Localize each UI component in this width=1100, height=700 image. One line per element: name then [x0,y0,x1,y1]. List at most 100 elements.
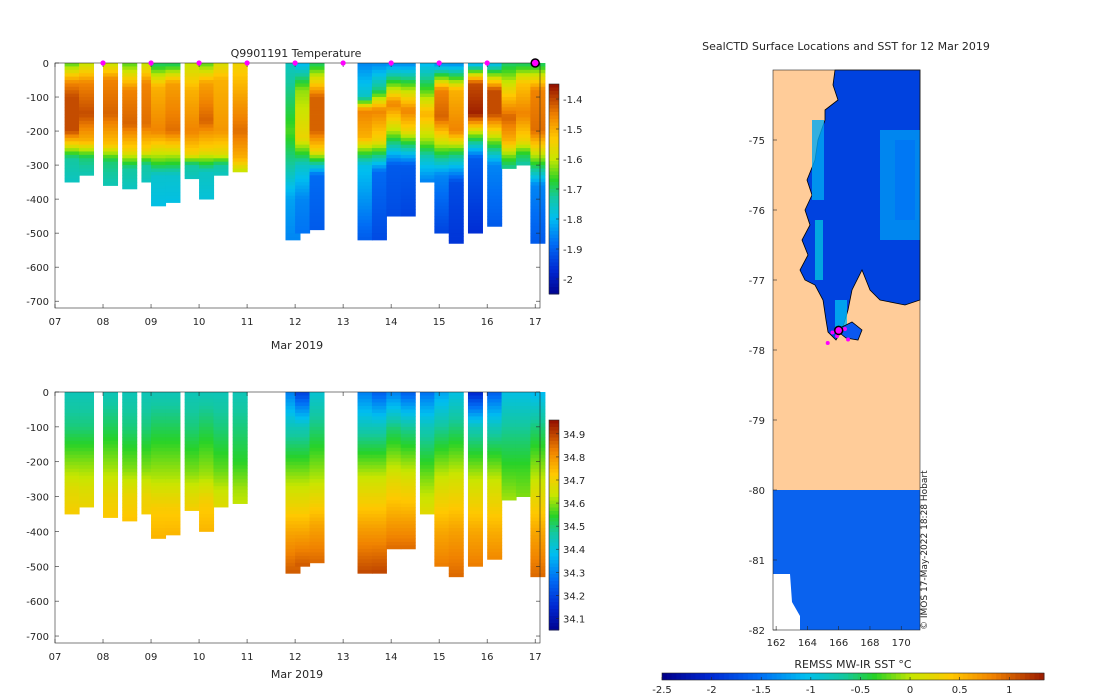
data-cell [434,192,450,197]
colorbar-segment [549,206,559,211]
data-cell [400,151,416,156]
colorbar-segment [666,673,673,680]
colorbar-segment [695,673,701,680]
colorbar-segment [549,98,559,102]
data-cell [103,392,119,396]
data-cell [309,192,325,197]
data-cell [184,451,200,456]
data-cell [309,107,325,112]
data-cell [79,110,95,115]
data-cell [141,409,157,414]
data-cell [386,103,402,108]
data-cell [434,520,450,525]
data-cell [213,493,229,497]
data-cell [199,171,215,176]
data-cell [487,117,503,122]
data-cell [295,552,311,557]
data-cell [400,395,416,400]
data-cell [357,219,373,224]
data-cell [530,86,546,91]
data-cell [103,93,119,98]
data-cell [400,451,416,456]
data-cell [103,423,119,428]
data-cell [295,433,311,438]
data-cell [295,538,311,543]
x-tick-label: 08 [97,652,110,663]
data-cell [501,451,517,456]
data-cell [309,451,325,456]
data-cell [122,465,138,470]
profile-column [419,392,435,515]
data-cell [295,63,311,67]
data-cell [530,66,546,71]
colorbar-segment [549,616,559,620]
data-cell [64,127,80,132]
data-cell [199,185,215,190]
data-cell [400,461,416,466]
data-cell [419,158,435,163]
data-cell [400,419,416,424]
data-cell [309,416,325,421]
data-cell [357,117,373,122]
data-cell [64,134,80,139]
data-cell [467,202,483,207]
data-cell [79,475,95,480]
colorbar-tick-label: 34.9 [563,430,585,441]
data-cell [357,216,373,220]
data-cell [400,534,416,539]
lat-tick-label: -80 [749,486,765,497]
data-cell [122,500,138,504]
profile-column [357,392,373,574]
data-cell [487,171,503,176]
data-cell [448,69,464,74]
data-cell [285,465,301,470]
data-cell [184,131,200,135]
data-cell [213,423,229,428]
data-cell [213,461,229,466]
data-cell [122,185,138,190]
data-cell [467,151,483,156]
data-cell [530,517,546,522]
data-cell [199,110,215,115]
data-cell [448,392,464,396]
data-cell [515,73,531,78]
data-cell [530,168,546,173]
data-cell [467,171,483,176]
colorbar-segment [549,252,559,256]
data-cell [285,127,301,132]
data-cell [285,430,301,435]
data-cell [448,86,464,91]
data-cell [434,73,450,78]
data-cell [487,510,503,515]
profile-column [434,63,450,234]
data-cell [448,236,464,241]
y-tick-label: -200 [26,458,49,469]
data-cell [400,402,416,407]
colorbar-segment [549,273,559,277]
data-cell [371,433,387,438]
data-cell [213,144,229,149]
data-cell [309,182,325,186]
colorbar-segment [549,507,559,512]
data-cell [357,165,373,169]
colorbar-segment [549,486,559,491]
data-cell [64,73,80,78]
data-cell [79,454,95,459]
colorbar-segment [1024,673,1031,680]
data-cell [285,107,301,112]
data-cell [199,465,215,470]
data-cell [79,426,95,431]
data-cell [184,447,200,452]
data-cell [165,97,181,101]
data-cell [487,80,503,84]
data-cell [434,182,450,186]
data-cell [530,117,546,122]
data-cell [434,419,450,424]
data-cell [386,107,402,112]
data-cell [400,472,416,477]
data-cell [419,73,435,78]
colorbar-segment [549,115,559,120]
colorbar-segment [948,673,954,680]
data-cell [295,134,311,139]
data-cell [64,93,80,98]
